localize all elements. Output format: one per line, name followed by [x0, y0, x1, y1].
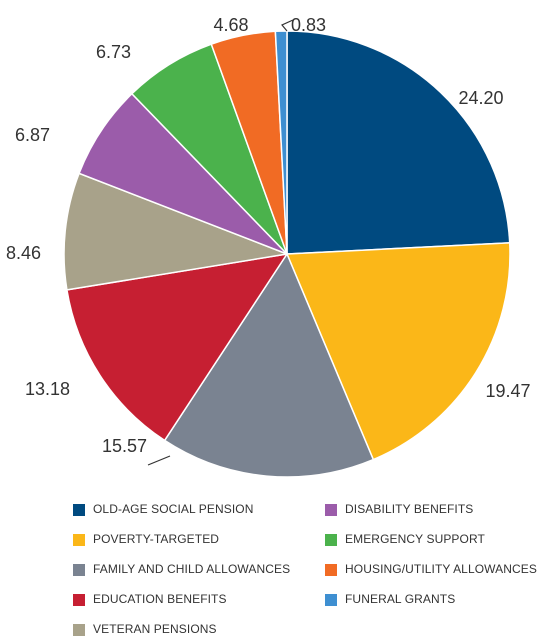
data-label-poverty-targeted: 19.47 [485, 381, 530, 401]
legend-swatch-disability-benefits [325, 504, 337, 516]
pie-slice-education-benefits [66, 252, 289, 442]
legend-item-old-age-social-pension: OLD-AGE SOCIAL PENSION [73, 502, 253, 516]
pie-slice-family-and-child-allowances [163, 252, 375, 478]
legend-item-disability-benefits: DISABILITY BENEFITS [325, 502, 473, 516]
pie-slice-veteran-pensions [63, 172, 290, 291]
data-label-education-benefits: 13.18 [25, 379, 70, 399]
data-label-disability-benefits: 6.87 [15, 125, 50, 145]
legend-item-family-and-child-allowances: FAMILY AND CHILD ALLOWANCES [73, 562, 290, 576]
legend-label-poverty-targeted: POVERTY-TARGETED [93, 532, 219, 546]
data-label-family-and-child-allowances: 15.57 [102, 436, 147, 456]
legend-label-housing-utility-allowances: HOUSING/UTILITY ALLOWANCES [345, 562, 537, 576]
data-labels: 24.20 19.47 15.57 13.18 8.46 6.87 6.73 4.68 0.83 [6, 15, 531, 456]
legend-label-funeral-grants: FUNERAL GRANTS [345, 592, 455, 606]
legend-item-education-benefits: EDUCATION BENEFITS [73, 592, 227, 606]
pie-slices [63, 30, 511, 478]
legend-item-housing-utility-allowances: HOUSING/UTILITY ALLOWANCES [325, 562, 537, 576]
pie-slice-poverty-targeted [285, 242, 511, 461]
legend-swatch-funeral-grants [325, 594, 337, 606]
legend-swatch-family-and-child-allowances [73, 564, 85, 576]
legend-label-veteran-pensions: VETERAN PENSIONS [93, 622, 217, 636]
legend: OLD-AGE SOCIAL PENSION POVERTY-TARGETED FA… [73, 502, 537, 636]
data-label-veteran-pensions: 8.46 [6, 243, 41, 263]
legend-swatch-emergency-support [325, 534, 337, 546]
data-label-emergency-support: 6.73 [96, 42, 131, 62]
legend-swatch-old-age-social-pension [73, 504, 85, 516]
legend-label-disability-benefits: DISABILITY BENEFITS [345, 502, 473, 516]
legend-item-funeral-grants: FUNERAL GRANTS [325, 592, 455, 606]
legend-item-poverty-targeted: POVERTY-TARGETED [73, 532, 219, 546]
pie-slice-old-age-social-pension [286, 30, 511, 255]
legend-swatch-poverty-targeted [73, 534, 85, 546]
legend-label-family-and-child-allowances: FAMILY AND CHILD ALLOWANCES [93, 562, 290, 576]
leader-line-family-and-child-allowances [147, 455, 171, 466]
legend-label-education-benefits: EDUCATION BENEFITS [93, 592, 227, 606]
leader-lines [147, 19, 294, 466]
legend-label-emergency-support: EMERGENCY SUPPORT [345, 532, 486, 546]
legend-item-veteran-pensions: VETERAN PENSIONS [73, 622, 217, 636]
data-label-old-age-social-pension: 24.20 [458, 88, 503, 108]
data-label-housing-utility-allowances: 4.68 [213, 15, 248, 35]
legend-swatch-veteran-pensions [73, 624, 85, 636]
legend-swatch-housing-utility-allowances [325, 564, 337, 576]
legend-swatch-education-benefits [73, 594, 85, 606]
legend-item-emergency-support: EMERGENCY SUPPORT [325, 532, 486, 546]
leader-line-funeral-grants [281, 19, 294, 32]
data-label-funeral-grants: 0.83 [291, 15, 326, 35]
legend-label-old-age-social-pension: OLD-AGE SOCIAL PENSION [93, 502, 253, 516]
